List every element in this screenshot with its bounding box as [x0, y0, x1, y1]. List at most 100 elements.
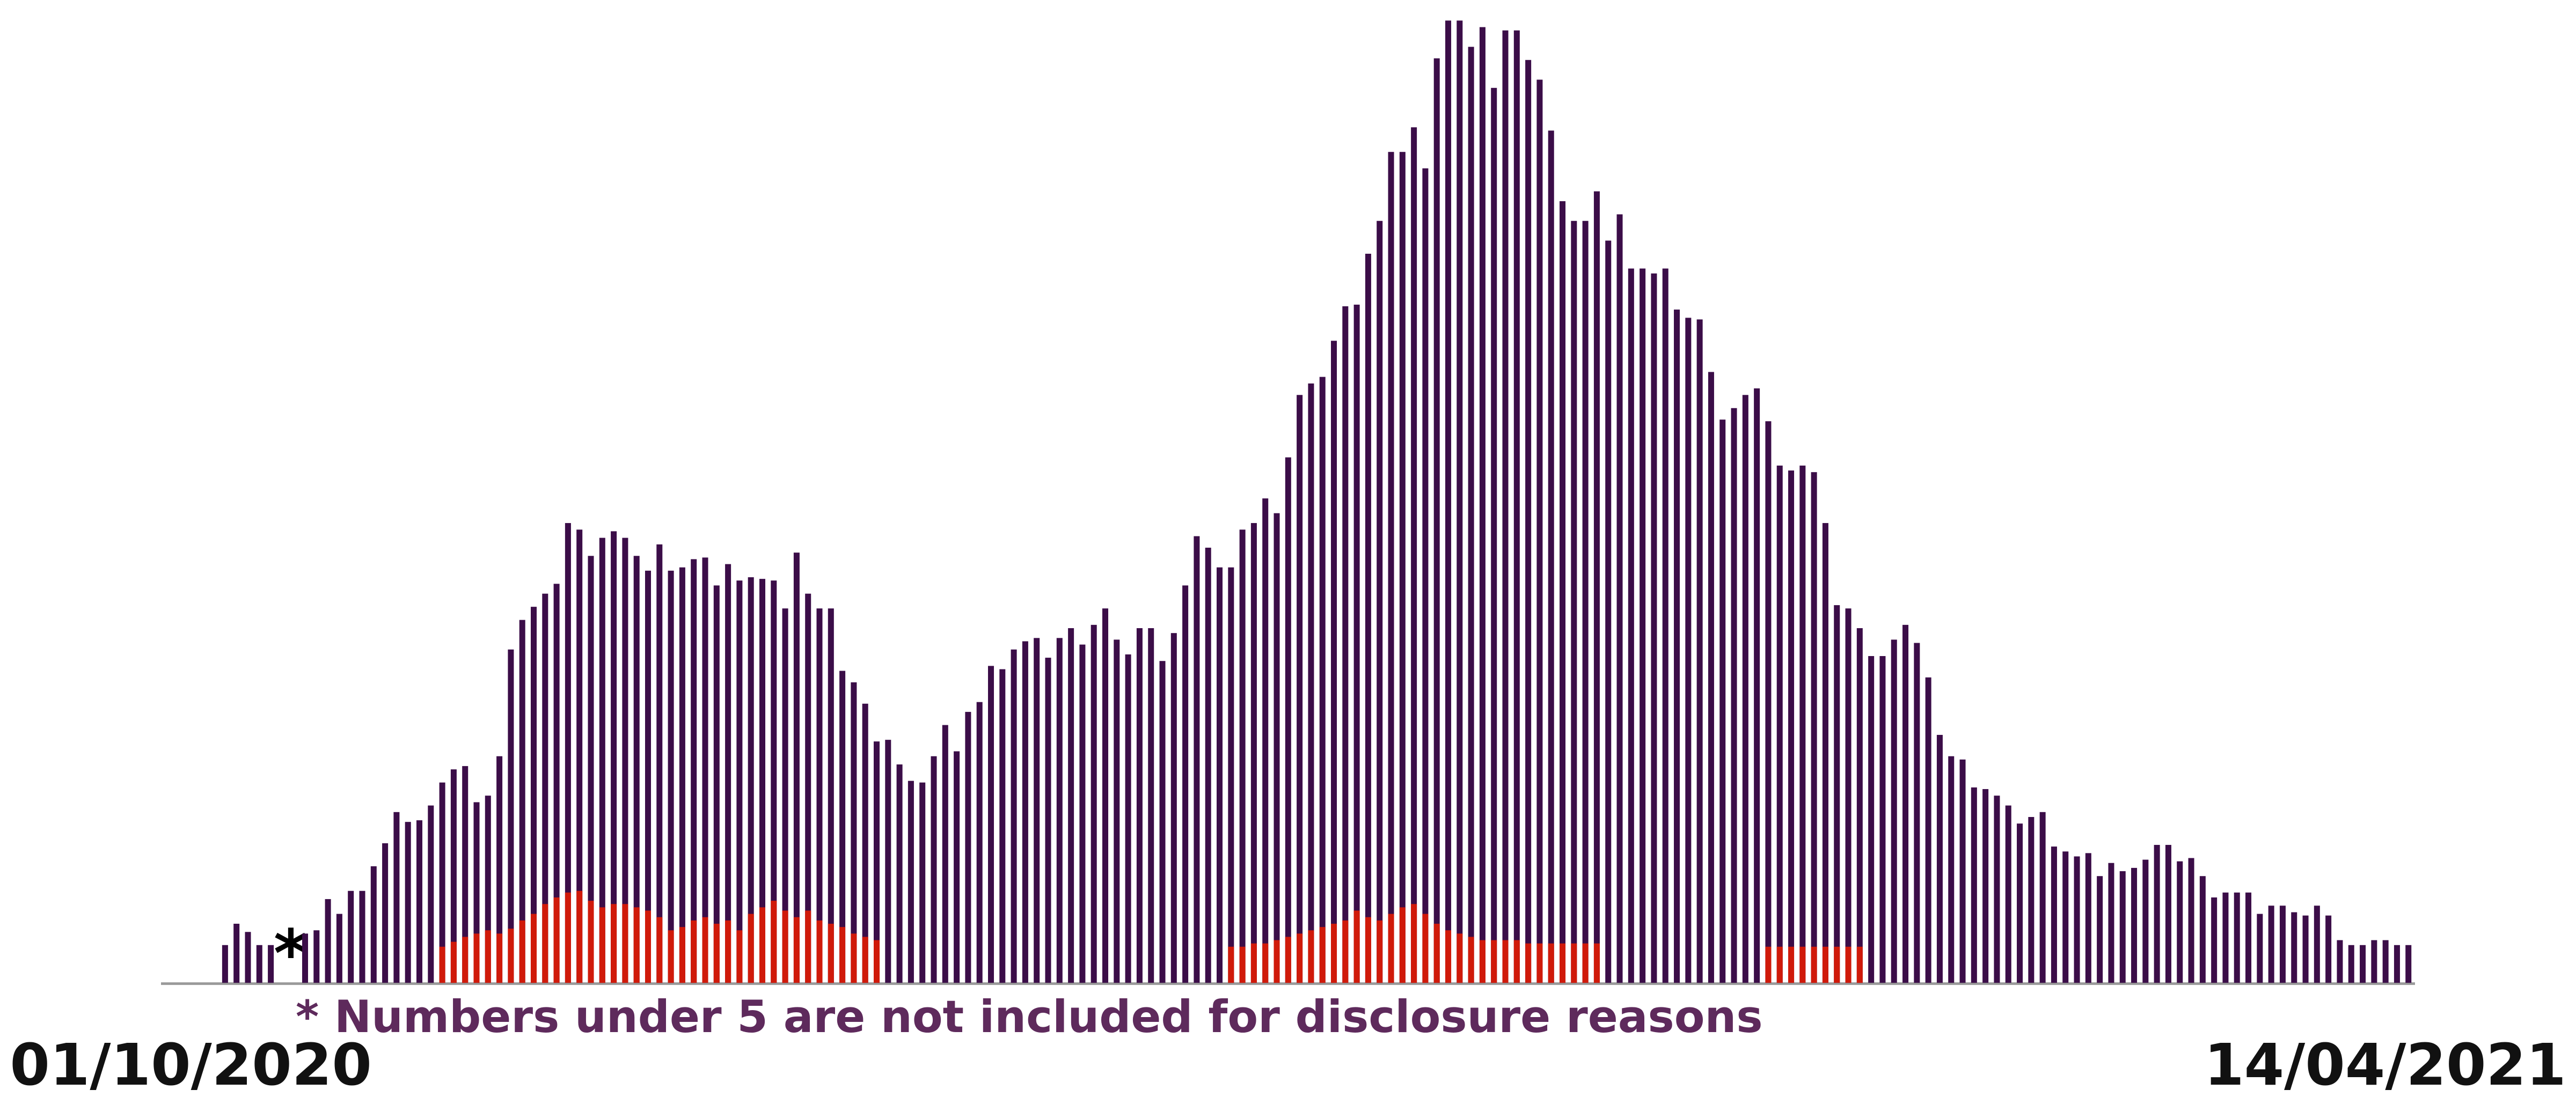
bar — [1125, 654, 1131, 983]
bar — [896, 764, 903, 983]
bar — [1834, 946, 1840, 983]
bar — [1457, 20, 1463, 983]
bar — [839, 671, 846, 983]
bar — [1365, 254, 1371, 983]
bar — [1365, 917, 1371, 983]
bar — [748, 577, 754, 983]
bar — [771, 901, 777, 983]
bar — [2062, 851, 2069, 983]
bar — [622, 538, 628, 983]
bar — [931, 756, 937, 983]
bar — [725, 564, 731, 983]
bar — [1822, 946, 1828, 983]
bar — [1582, 943, 1589, 983]
bar — [268, 945, 274, 983]
bar — [1560, 201, 1566, 983]
bar — [1799, 465, 1806, 983]
bar — [1845, 946, 1851, 983]
bar — [1708, 372, 1714, 983]
bar — [1159, 661, 1166, 983]
bar — [519, 920, 525, 983]
bar — [851, 682, 857, 983]
bar — [565, 523, 571, 983]
bar — [2211, 897, 2218, 983]
bar — [1982, 789, 1989, 983]
bar — [1788, 946, 1795, 983]
bar — [702, 917, 708, 983]
bar — [2154, 845, 2160, 983]
bar — [2257, 914, 2263, 983]
bar — [1548, 130, 1554, 983]
bar — [2051, 846, 2057, 983]
bar — [336, 914, 342, 983]
bar — [1525, 60, 1532, 983]
bar — [1433, 923, 1440, 983]
bar — [736, 930, 743, 983]
bar — [405, 822, 411, 983]
bar — [1182, 585, 1189, 983]
bar — [1971, 787, 1977, 983]
bar — [908, 781, 914, 983]
bar — [256, 945, 262, 983]
bar — [2279, 905, 2286, 983]
bar — [1342, 920, 1349, 983]
bar — [462, 766, 469, 983]
bar — [1902, 624, 1909, 983]
bar — [496, 756, 503, 983]
bar — [1994, 796, 2000, 983]
bar — [1856, 946, 1863, 983]
bar — [1593, 943, 1600, 983]
bar — [1513, 30, 1520, 983]
bar — [485, 930, 491, 983]
bar — [999, 669, 1006, 983]
bar — [954, 751, 960, 983]
bar — [508, 649, 514, 983]
bar — [805, 593, 811, 983]
bar — [1217, 567, 1223, 983]
bar — [1513, 940, 1520, 983]
bar — [839, 927, 846, 983]
bar — [988, 666, 994, 983]
bar — [656, 917, 663, 983]
bar — [759, 579, 766, 983]
bar — [1502, 30, 1509, 983]
bar — [1948, 756, 1955, 983]
bar — [2028, 817, 2035, 983]
bar — [1079, 644, 1086, 983]
bar — [2291, 912, 2297, 983]
bar — [1056, 638, 1063, 983]
bar — [519, 620, 525, 983]
bar — [1868, 656, 1875, 983]
bar — [439, 782, 445, 983]
bar — [450, 769, 457, 983]
bar — [668, 570, 674, 983]
bar — [2348, 945, 2354, 983]
bar — [2085, 853, 2091, 983]
bar — [1845, 608, 1851, 983]
bar — [1250, 523, 1257, 983]
bar — [1479, 27, 1485, 983]
bar — [1719, 419, 1726, 983]
bar — [1422, 914, 1429, 983]
bar — [1605, 240, 1612, 983]
bar — [1308, 383, 1314, 983]
bar — [1388, 914, 1394, 983]
bar — [1822, 523, 1828, 983]
bar — [1640, 268, 1646, 983]
bar — [656, 544, 663, 983]
bar — [873, 940, 880, 983]
bar — [2394, 945, 2400, 983]
bar — [1468, 937, 1474, 983]
bar — [1457, 933, 1463, 983]
bar — [1560, 943, 1566, 983]
bar — [1788, 470, 1795, 983]
bar — [1593, 191, 1600, 983]
bar — [1262, 498, 1269, 983]
bar — [2222, 892, 2229, 983]
bar — [1353, 304, 1360, 983]
bar — [611, 531, 617, 983]
bar — [1194, 536, 1200, 983]
bar — [588, 556, 594, 983]
bar — [633, 907, 640, 983]
bar — [748, 914, 754, 983]
